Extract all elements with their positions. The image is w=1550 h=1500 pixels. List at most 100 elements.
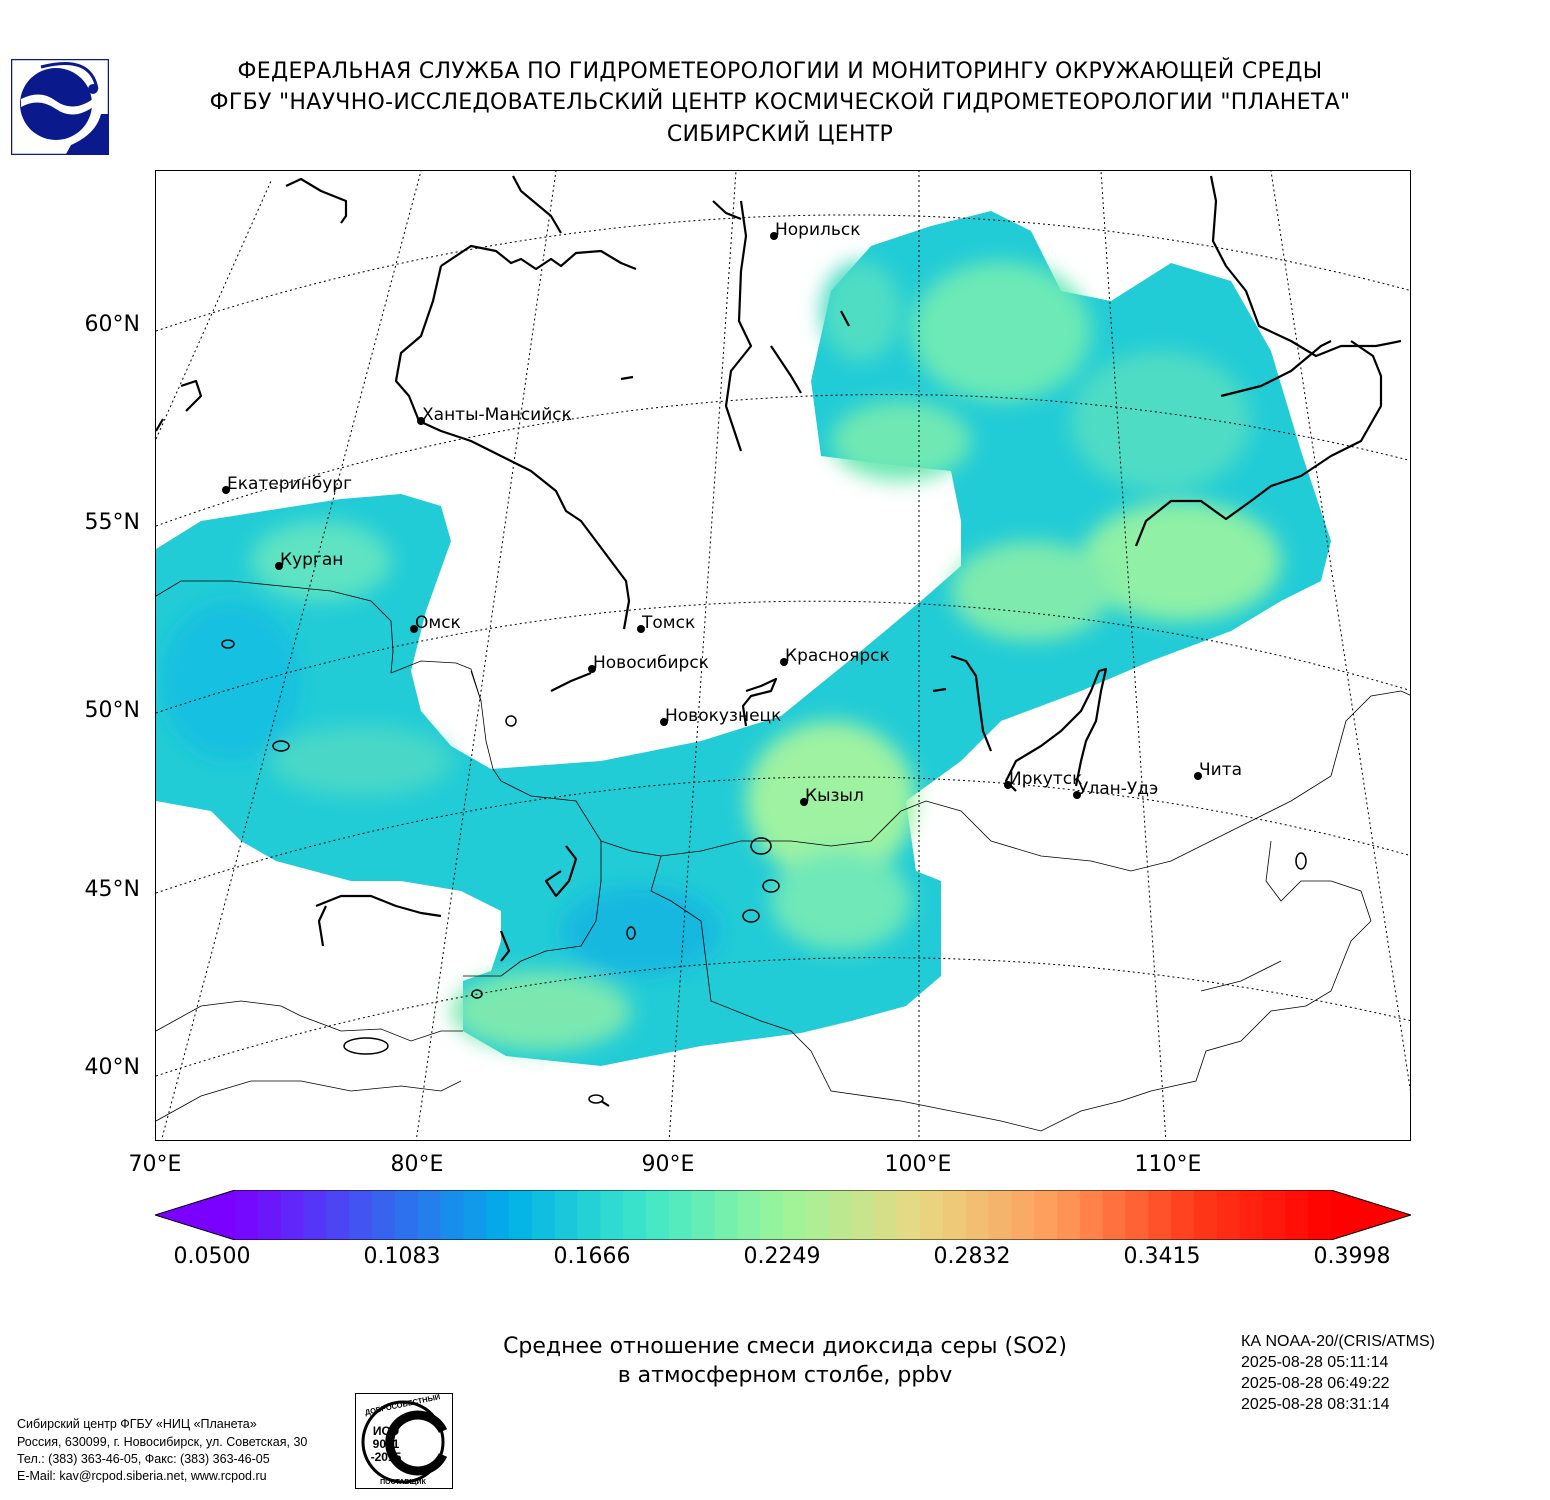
small-lakes [221,639,1307,1104]
colorbar-segment [623,1190,647,1240]
satellite-time-1: 2025-08-28 05:11:14 [1241,1354,1389,1371]
colorbar-segment [600,1190,624,1240]
colorbar-segment [805,1190,830,1240]
colorbar-segment [965,1190,990,1240]
lon-label-100: 100°E [884,1152,952,1177]
lat-label-55: 55°N [84,510,140,535]
colorbar-segment [554,1190,579,1240]
city-dot [1004,781,1012,789]
colorbar-segment [1057,1190,1081,1240]
city-dot [637,625,645,633]
colorbar-segment [874,1190,898,1240]
city-dot [417,417,425,425]
colorbar-segment [577,1190,601,1240]
colorbar-segment [257,1190,282,1240]
lat-label-60: 60°N [84,312,140,337]
map-frame: Норильск Ханты-Мансийск Екатеринбург Курган… [155,170,1411,1141]
coastlines-rivers [156,175,1402,1107]
colorbar-segment [1239,1190,1264,1240]
colorbar-segment [1216,1190,1241,1240]
city-dot [800,798,808,806]
satellite-time-2: 2025-08-28 06:49:22 [1241,1375,1390,1392]
city-label: Томск [641,613,695,633]
iso-stamp-l2: 9001 [373,1437,400,1451]
lon-label-80: 80°E [390,1152,444,1177]
colorbar-segment [1011,1190,1035,1240]
colorbar-segment [1194,1190,1218,1240]
colorbar-segment [303,1190,327,1240]
city-dot [780,658,788,666]
city-markers: Норильск Ханты-Мансийск Екатеринбург Курган… [222,220,1242,806]
city-label: Иркутск [1009,769,1082,789]
so2-field-west [156,211,1331,1066]
lat-label-40: 40°N [84,1055,140,1080]
colorbar-segment [1308,1190,1332,1240]
colorbar-segment [1171,1190,1195,1240]
iso-stamp-l1: ИСО [373,1424,399,1438]
city-label: Норильск [775,220,861,240]
header-line-2: ФГБУ "НАУЧНО-ИССЛЕДОВАТЕЛЬСКИЙ ЦЕНТР КОС… [209,90,1351,115]
colorbar-segment [1034,1190,1058,1240]
city-label: Чита [1199,760,1242,780]
colorbar-segment [988,1190,1012,1240]
city-label: Ханты-Мансийск [422,405,572,425]
footer-line-1: Сибирский центр ФГБУ «НИЦ «Планета» [17,1417,257,1431]
colorbar-label-1: 0.1083 [363,1244,441,1269]
colorbar-segment [486,1190,510,1240]
colorbar-segment [737,1190,761,1240]
colorbar-segment [783,1190,807,1240]
colorbar-segment [920,1190,944,1240]
city-label: Новосибирск [593,653,709,673]
colorbar-segment [326,1190,350,1240]
colorbar-segment [828,1190,853,1240]
colorbar-segment [714,1190,738,1240]
footer-line-3: Тел.: (383) 363-46-05, Факс: (383) 363-4… [17,1452,270,1466]
colorbar-min-extend [155,1190,235,1240]
city-dot [770,232,778,240]
header-line-3: СИБИРСКИЙ ЦЕНТР [666,122,894,147]
colorbar-segment [897,1190,921,1240]
lon-label-70: 70°E [128,1152,182,1177]
city-label: Кызыл [805,786,864,806]
colorbar-label-4: 0.2832 [933,1244,1011,1269]
caption-line-2: в атмосферном столбе, ppbv [617,1363,953,1388]
iso-stamp-bottom: ПОСТАВЩИК [380,1479,426,1486]
colorbar-label-5: 0.3415 [1123,1244,1201,1269]
colorbar-segment [1102,1190,1127,1240]
lat-label-45: 45°N [84,877,140,902]
city-label: Новокузнецк [665,706,781,726]
colorbar-segment [509,1190,533,1240]
satellite-name: КА NOAA-20/(CRIS/ATMS) [1241,1333,1435,1350]
colorbar-segment [235,1190,259,1240]
colorbar-segment [760,1190,784,1240]
city-label: Улан-Удэ [1078,779,1158,799]
colorbar-label-3: 0.2249 [743,1244,821,1269]
country-borders [156,580,1410,1132]
lon-label-90: 90°E [641,1152,695,1177]
city-dot [275,562,283,570]
colorbar-segment [1262,1190,1286,1240]
colorbar-segment [1148,1190,1172,1240]
iso-stamp: ДОБРОСОВЕСТНЫЙ ИСО 9001 -2015 ПОСТАВЩИК [355,1392,453,1489]
planeta-logo [10,58,110,156]
lat-label-50: 50°N [84,698,140,723]
colorbar-segment [463,1190,487,1240]
city-dot [1073,791,1081,799]
city-dot [660,718,668,726]
city-dot [222,486,230,494]
colorbar-segment [417,1190,442,1240]
colorbar-segment [1285,1190,1309,1240]
map-svg: Норильск Ханты-Мансийск Екатеринбург Курган… [156,171,1410,1140]
colorbar-segment [1079,1190,1104,1240]
colorbar-segment [349,1190,373,1240]
colorbar-max-extend [1331,1190,1411,1240]
colorbar-label-0: 0.0500 [173,1244,251,1269]
colorbar-segment [691,1190,716,1240]
city-label: Омск [415,613,461,633]
city-label: Екатеринбург [227,474,352,494]
footer-line-2: Россия, 630099, г. Новосибирск, ул. Сове… [17,1435,308,1449]
graticule [156,171,1410,1140]
colorbar [153,1189,1413,1241]
colorbar-segment [531,1190,556,1240]
colorbar-segment [1125,1190,1149,1240]
